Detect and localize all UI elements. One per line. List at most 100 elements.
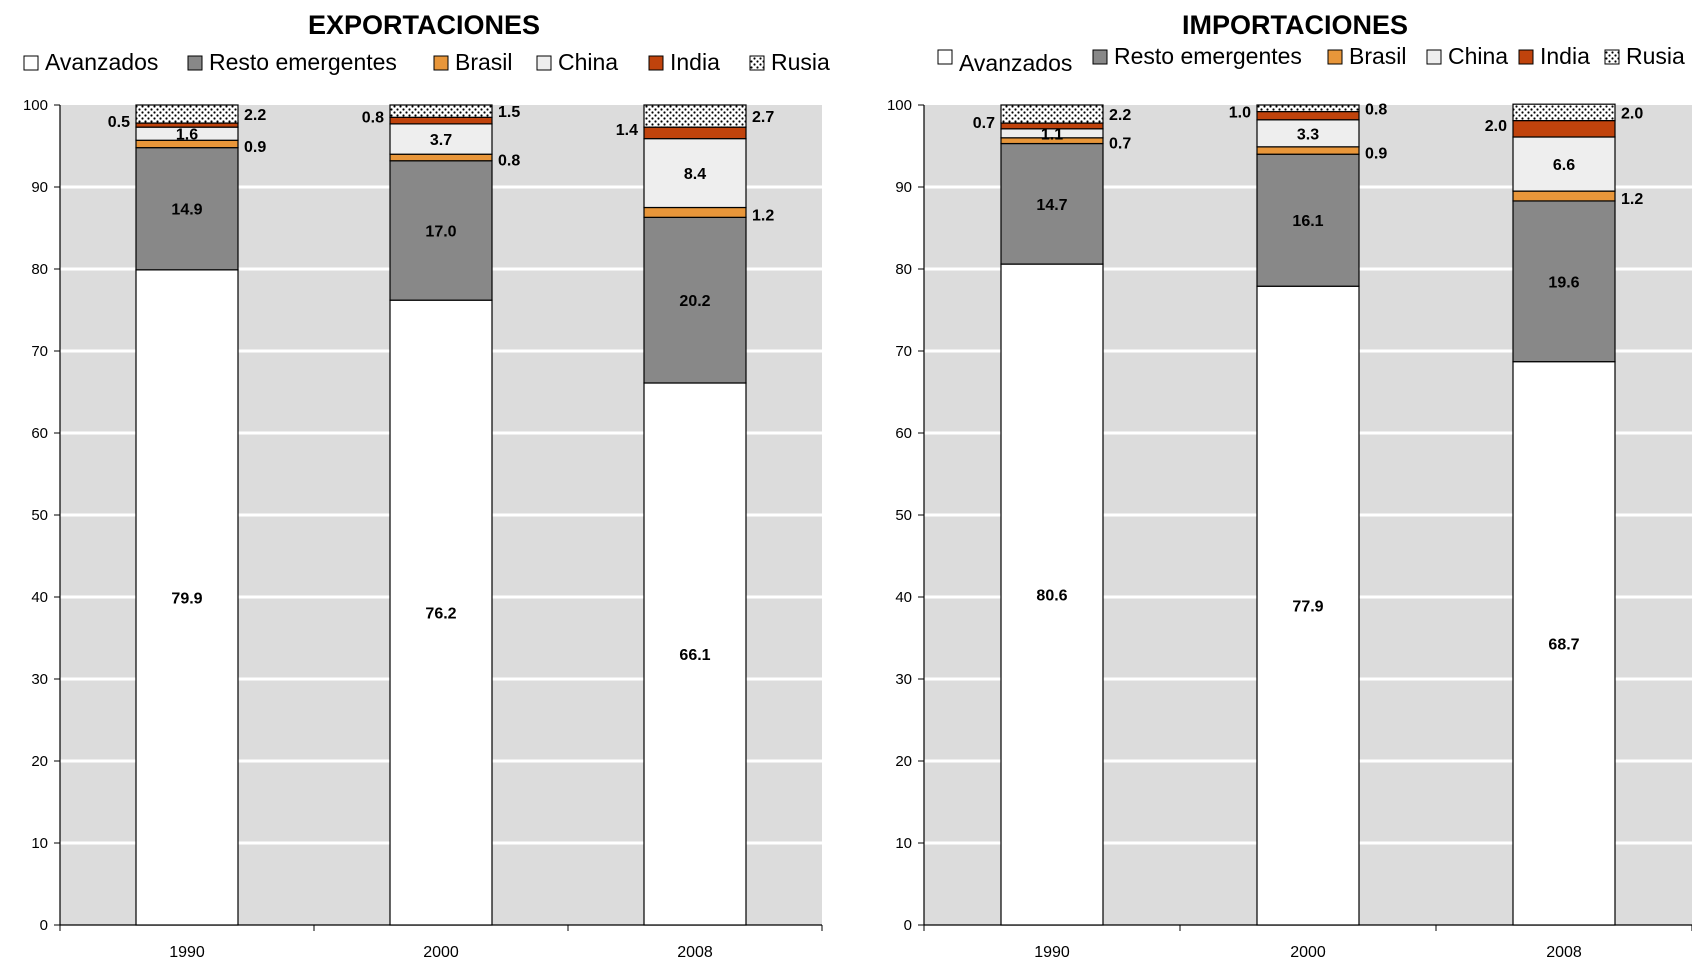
bar-segment-resto-emergentes-1990	[1000, 142, 1104, 265]
legend-label-resto-emergentes: Resto emergentes	[1114, 43, 1302, 69]
y-tick-label: 60	[895, 425, 912, 442]
bar-segment-avanzados-2008	[1512, 361, 1616, 926]
legend-label-india: India	[670, 49, 720, 75]
data-label-avanzados-1990: 80.6	[1036, 588, 1067, 605]
bar-segment-rusia-2000	[389, 104, 493, 118]
legend-swatch-resto-emergentes	[187, 55, 203, 71]
bar-segment-avanzados-2000	[389, 299, 493, 926]
data-label-avanzados-2000: 76.2	[425, 606, 456, 623]
x-category-label: 1990	[1034, 944, 1070, 961]
y-tick-label: 10	[31, 835, 48, 852]
y-tick-label: 70	[895, 343, 912, 360]
legend-label-brasil: Brasil	[1349, 43, 1407, 69]
bar-segment-avanzados-1990	[1000, 263, 1104, 926]
bar-segment-rusia-1990	[1000, 104, 1104, 124]
bar-segment-india-2000	[1256, 110, 1360, 121]
chart-title: IMPORTACIONES	[1182, 10, 1408, 40]
x-category-label: 2008	[677, 944, 713, 961]
bar-segment-resto-emergentes-2000	[1256, 153, 1360, 287]
data-label-avanzados-2008: 68.7	[1548, 636, 1579, 653]
legend-swatch-rusia	[1604, 49, 1620, 65]
y-tick-label: 30	[895, 671, 912, 688]
y-tick-label: 50	[31, 507, 48, 524]
data-label-china-2008: 8.4	[684, 166, 706, 183]
data-label-brasil-2000: 0.8	[498, 152, 520, 169]
chart-exportaciones: EXPORTACIONES Avanzados Resto emergentes Br…	[23, 10, 830, 961]
data-label-brasil-2008: 1.2	[752, 207, 774, 224]
y-tick-label: 60	[31, 425, 48, 442]
y-tick-label: 10	[895, 835, 912, 852]
data-label-india-1990: 0.5	[108, 114, 130, 131]
bar-segment-resto-emergentes-2008	[1512, 200, 1616, 363]
legend-label-resto-emergentes: Resto emergentes	[209, 49, 397, 75]
bar-segment-india-2000	[389, 116, 493, 125]
data-label-china-2000: 3.7	[430, 132, 452, 149]
legend-swatch-brasil	[433, 55, 449, 71]
data-label-resto-emergentes-2008: 19.6	[1548, 274, 1579, 291]
legend-label-india: India	[1540, 43, 1590, 69]
bar-segment-brasil-2000	[1256, 146, 1360, 155]
bar-segment-india-1990	[1000, 122, 1104, 130]
legend-label-avanzados: Avanzados	[45, 49, 158, 75]
bar-segment-india-1990	[135, 122, 239, 128]
data-label-avanzados-2000: 77.9	[1292, 599, 1323, 616]
chart-importaciones: IMPORTACIONES Avanzados Resto emergentes Br…	[887, 10, 1692, 961]
y-tick-label: 80	[31, 261, 48, 278]
data-label-india-1990: 0.7	[973, 115, 995, 132]
legend-swatch-avanzados	[23, 55, 39, 71]
bar-segment-china-2008	[1512, 136, 1616, 192]
data-label-rusia-2008: 2.0	[1621, 105, 1643, 122]
data-label-china-2000: 3.3	[1297, 126, 1319, 143]
y-tick-label: 30	[31, 671, 48, 688]
legend-swatch-india	[648, 55, 664, 71]
y-tick-label: 20	[895, 753, 912, 770]
bar-segment-avanzados-1990	[135, 269, 239, 926]
data-label-resto-emergentes-2000: 16.1	[1292, 213, 1323, 230]
data-label-brasil-2000: 0.9	[1365, 146, 1387, 163]
bar-segment-resto-emergentes-2008	[643, 216, 747, 384]
legend-swatch-china	[536, 55, 552, 71]
legend-label-brasil: Brasil	[455, 49, 513, 75]
y-tick-label: 100	[887, 97, 912, 114]
x-category-label: 1990	[169, 944, 205, 961]
data-label-china-2008: 6.6	[1553, 157, 1575, 174]
data-label-china-1990: 1.6	[176, 127, 198, 144]
legend-label-rusia: Rusia	[1626, 43, 1685, 69]
x-category-label: 2000	[423, 944, 459, 961]
x-category-label: 2000	[1290, 944, 1326, 961]
data-label-rusia-1990: 2.2	[244, 107, 266, 124]
bar-segment-china-2008	[643, 138, 747, 209]
y-tick-label: 50	[895, 507, 912, 524]
data-label-brasil-2008: 1.2	[1621, 191, 1643, 208]
data-label-avanzados-2008: 66.1	[679, 647, 710, 664]
y-tick-label: 90	[895, 179, 912, 196]
bar-segment-brasil-2008	[643, 206, 747, 218]
data-label-resto-emergentes-2008: 20.2	[679, 293, 710, 310]
bar-segment-brasil-2000	[389, 153, 493, 162]
bar-segment-resto-emergentes-1990	[135, 147, 239, 271]
bar-segment-india-2008	[643, 126, 747, 140]
data-label-resto-emergentes-1990: 14.7	[1036, 197, 1067, 214]
y-tick-label: 0	[904, 917, 912, 934]
data-label-brasil-1990: 0.7	[1109, 136, 1131, 153]
bar-segment-rusia-2008	[643, 104, 747, 128]
data-label-rusia-2000: 1.5	[498, 104, 520, 121]
data-label-india-2008: 1.4	[616, 122, 638, 139]
y-tick-label: 0	[40, 917, 48, 934]
legend-swatch-china	[1426, 49, 1442, 65]
legend-label-china: China	[558, 49, 618, 75]
data-label-india-2000: 0.8	[362, 110, 384, 127]
data-label-rusia-2000: 0.8	[1365, 101, 1387, 118]
legend-label-china: China	[1448, 43, 1508, 69]
legend-swatch-avanzados	[937, 49, 953, 65]
data-label-china-1990: 1.1	[1041, 126, 1063, 143]
x-category-label: 2008	[1546, 944, 1582, 961]
bar-segment-rusia-2000	[1256, 104, 1360, 113]
bar-segment-india-2008	[1512, 119, 1616, 138]
legend-swatch-india	[1518, 49, 1534, 65]
y-tick-label: 80	[895, 261, 912, 278]
y-tick-label: 40	[31, 589, 48, 606]
bar-segment-brasil-2008	[1512, 190, 1616, 202]
y-tick-label: 40	[895, 589, 912, 606]
